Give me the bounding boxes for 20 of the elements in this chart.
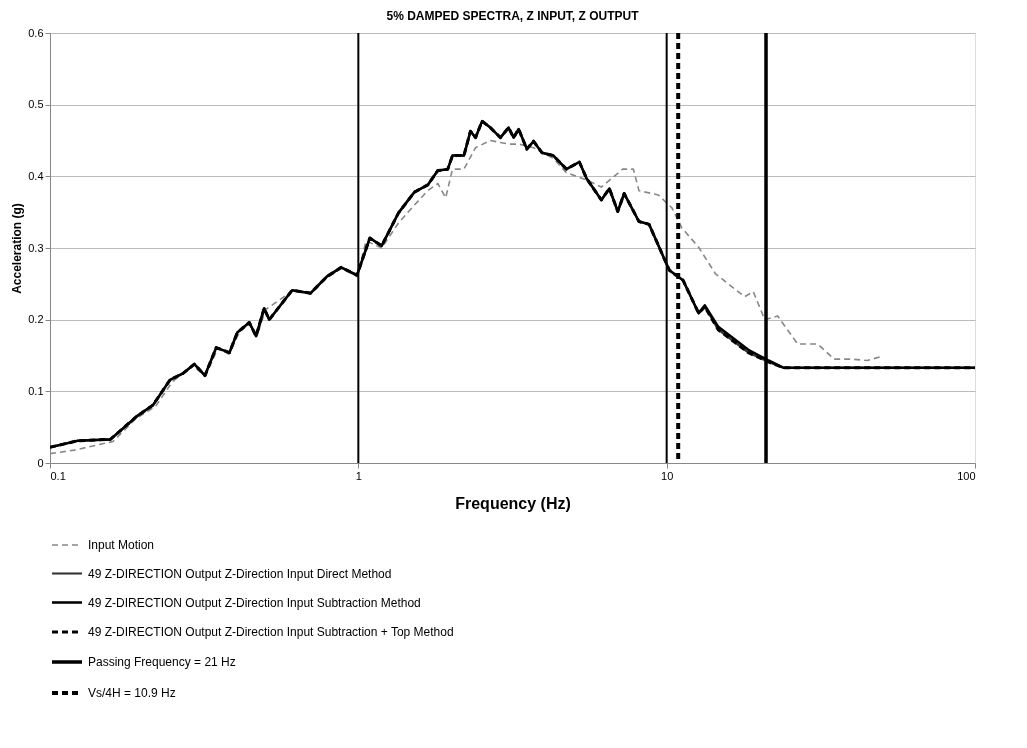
y-tick-label: 0.6 (28, 26, 44, 39)
x-tick-label: 1 (355, 469, 362, 482)
y-tick-label: 0.1 (28, 384, 44, 397)
legend-label: Vs/4H = 10.9 Hz (88, 686, 176, 700)
y-axis-title: Acceleration (g) (10, 203, 25, 294)
y-tick-label: 0.2 (28, 313, 44, 326)
y-tick-label: 0.3 (28, 241, 44, 254)
y-tick-label: 0 (37, 456, 44, 469)
y-tick-label: 0.4 (28, 169, 44, 182)
legend-label: 49 Z-DIRECTION Output Z-Direction Input Direct Method (88, 566, 392, 581)
x-tick-label: 0.1 (50, 469, 66, 482)
x-tick-label: 10 (661, 469, 674, 482)
x-axis-title: Frequency (Hz) (455, 494, 571, 512)
legend-label: 49 Z-DIRECTION Output Z-Direction Input Subtraction Method (88, 595, 421, 610)
y-tick-label: 0.5 (28, 98, 44, 111)
legend-label: Passing Frequency = 21 Hz (88, 655, 236, 669)
x-tick-label: 100 (957, 469, 976, 482)
legend-label: 49 Z-DIRECTION Output Z-Direction Input Subtraction + Top Method (88, 625, 454, 639)
legend-label: Input Motion (88, 538, 155, 552)
chart-title: 5% DAMPED SPECTRA, Z INPUT, Z OUTPUT (386, 9, 640, 23)
